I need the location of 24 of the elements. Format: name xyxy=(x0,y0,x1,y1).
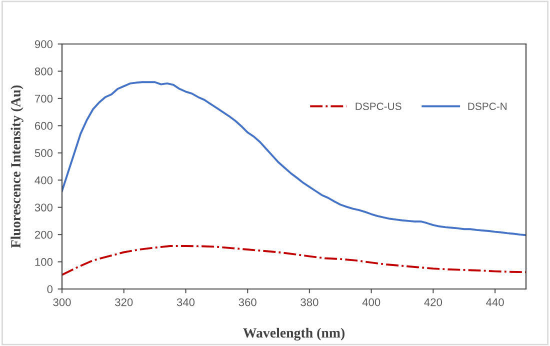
y-tick-label: 0 xyxy=(47,285,53,294)
y-tick-label: 900 xyxy=(34,40,53,48)
y-tick-label: 100 xyxy=(35,258,53,266)
y-tick-label: 600 xyxy=(35,122,53,130)
x-tick-label: 300 xyxy=(53,298,71,306)
y-tick-label: 200 xyxy=(34,230,53,239)
y-axis-title: Fluorescence Intensity (Au) xyxy=(10,85,24,248)
y-tick-label: 500 xyxy=(34,149,53,158)
x-tick-label: 380 xyxy=(300,298,318,306)
x-tick-label: 420 xyxy=(424,298,442,306)
y-tick-label: 800 xyxy=(34,67,53,76)
line-series xyxy=(62,245,526,276)
legend-label: DSPC-US xyxy=(356,102,402,110)
y-tick-label: 400 xyxy=(34,176,53,184)
y-tick-label: 300 xyxy=(34,204,53,212)
x-tick-label: 340 xyxy=(176,298,195,306)
line-series xyxy=(62,81,526,236)
x-tick-label: 440 xyxy=(486,298,504,306)
legend-label: DSPC-N xyxy=(468,102,506,110)
x-tick-label: 360 xyxy=(238,298,256,306)
y-tick-label: 700 xyxy=(35,94,53,103)
x-tick-label: 320 xyxy=(115,298,133,306)
x-axis-title: Wavelength (nm) xyxy=(243,328,345,341)
x-tick-label: 400 xyxy=(362,298,380,306)
